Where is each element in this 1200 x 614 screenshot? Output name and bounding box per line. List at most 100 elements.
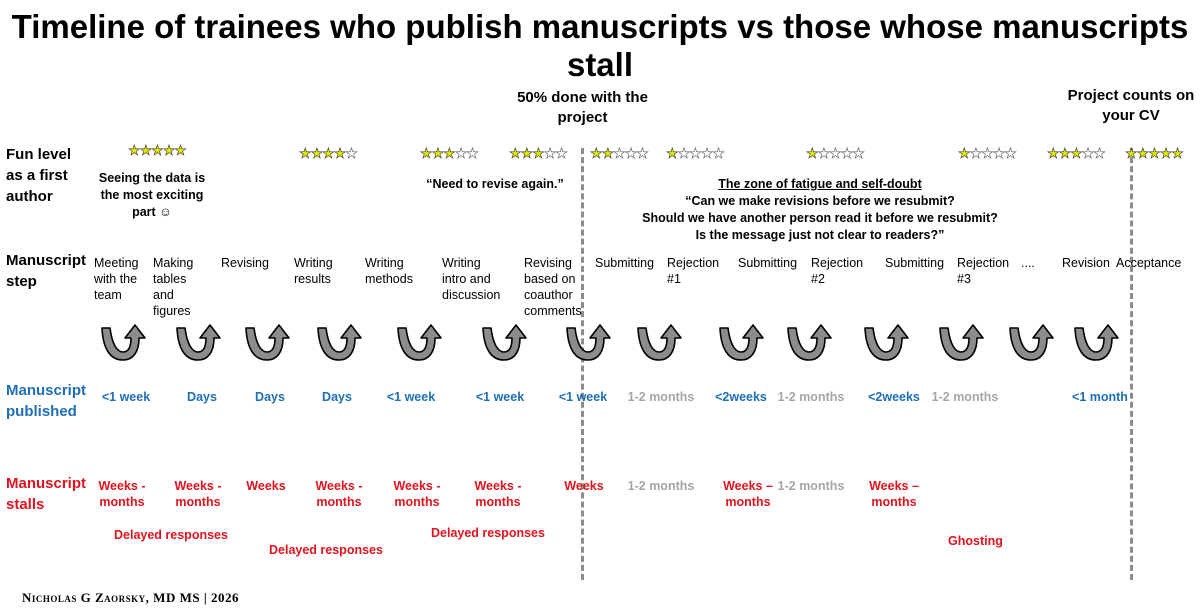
published-time: <2weeks (868, 390, 920, 404)
curved-arrow-icon (241, 322, 297, 364)
empty-star-icon: ★ (689, 145, 702, 162)
filled-star-icon: ★ (174, 142, 187, 159)
filled-star-icon: ★ (1058, 145, 1071, 162)
published-time: Days (322, 390, 352, 404)
filled-star-icon: ★ (601, 145, 614, 162)
curved-arrow-icon (478, 322, 534, 364)
empty-star-icon: ★ (992, 145, 1005, 162)
row-label-published: Manuscript published (6, 382, 87, 420)
published-time: Days (255, 390, 285, 404)
zone-note: The zone of fatigue and self-doubt “Can … (610, 176, 1030, 244)
step-label: Revising based on coauthor comments (524, 256, 582, 318)
step-label: Revising (221, 256, 269, 270)
curved-arrow-icon (633, 322, 689, 364)
fun-rating: ★★★★★ (128, 142, 187, 159)
empty-star-icon: ★ (840, 145, 853, 162)
stall-reason: Ghosting (948, 534, 1003, 548)
step-label: Writing results (294, 256, 333, 286)
filled-star-icon: ★ (431, 145, 444, 162)
step-label: Revision (1062, 256, 1110, 270)
fun-rating: ★★★★★ (1047, 145, 1106, 162)
note-exciting: Seeing the data is the most exciting par… (98, 171, 206, 219)
empty-star-icon: ★ (1004, 145, 1017, 162)
step-label: Submitting (595, 256, 655, 270)
filled-star-icon: ★ (128, 142, 141, 159)
stall-time: Weeks – months (869, 479, 919, 509)
step-label: Writing intro and discussion (442, 256, 501, 302)
empty-star-icon: ★ (1093, 145, 1106, 162)
published-time: <1 month (1072, 390, 1128, 404)
zone-line: “Can we make revisions before we resubmi… (685, 194, 955, 208)
empty-star-icon: ★ (712, 145, 725, 162)
published-time: 1-2 months (777, 390, 845, 404)
empty-star-icon: ★ (454, 145, 467, 162)
stall-time: Weeks - months (393, 479, 441, 509)
step-label: Submitting (738, 256, 798, 270)
empty-star-icon: ★ (981, 145, 994, 162)
filled-star-icon: ★ (1159, 145, 1172, 162)
note-revise-again: “Need to revise again.” (426, 177, 564, 191)
stall-time: Weeks - months (315, 479, 363, 509)
milestone-halfway: 50% done with the project (517, 89, 648, 126)
published-time: <2weeks (715, 390, 767, 404)
filled-star-icon: ★ (1148, 145, 1161, 162)
curved-arrow-icon (97, 322, 153, 364)
step-label: .... (1021, 256, 1035, 270)
curved-arrow-icon (1005, 322, 1061, 364)
curved-arrow-icon (562, 322, 618, 364)
filled-star-icon: ★ (333, 145, 346, 162)
filled-star-icon: ★ (806, 145, 819, 162)
empty-star-icon: ★ (636, 145, 649, 162)
filled-star-icon: ★ (322, 145, 335, 162)
filled-star-icon: ★ (139, 142, 152, 159)
filled-star-icon: ★ (1171, 145, 1184, 162)
empty-star-icon: ★ (613, 145, 626, 162)
filled-star-icon: ★ (151, 142, 164, 159)
filled-star-icon: ★ (420, 145, 433, 162)
empty-star-icon: ★ (852, 145, 865, 162)
filled-star-icon: ★ (1070, 145, 1083, 162)
stall-time: Weeks - months (174, 479, 222, 509)
zone-title: The zone of fatigue and self-doubt (718, 177, 922, 191)
fun-rating: ★★★★★ (299, 145, 358, 162)
fun-rating: ★★★★★ (590, 145, 649, 162)
empty-star-icon: ★ (543, 145, 556, 162)
step-label: Rejection #3 (957, 256, 1010, 286)
zone-line: Should we have another person read it be… (642, 211, 998, 225)
milestone-cv: Project counts on your CV (1067, 87, 1195, 124)
curved-arrow-icon (935, 322, 991, 364)
stall-time: 1-2 months (627, 479, 695, 493)
filled-star-icon: ★ (590, 145, 603, 162)
published-time: Days (187, 390, 217, 404)
stall-time: Weeks (564, 479, 604, 493)
fun-rating: ★★★★★ (420, 145, 479, 162)
fun-rating: ★★★★★ (666, 145, 725, 162)
filled-star-icon: ★ (520, 145, 533, 162)
published-time: <1 week (558, 390, 608, 404)
curved-arrow-icon (393, 322, 449, 364)
published-time: 1-2 months (931, 390, 999, 404)
stall-time: Weeks - months (98, 479, 146, 509)
curved-arrow-icon (1070, 322, 1126, 364)
row-label-step: Manuscript step (6, 252, 87, 290)
filled-star-icon: ★ (1136, 145, 1149, 162)
empty-star-icon: ★ (345, 145, 358, 162)
published-time: <1 week (101, 390, 151, 404)
stall-time: Weeks – months (723, 479, 773, 509)
stall-time: 1-2 months (777, 479, 845, 493)
stall-reason: Delayed responses (431, 526, 545, 540)
empty-star-icon: ★ (624, 145, 637, 162)
empty-star-icon: ★ (969, 145, 982, 162)
fun-rating: ★★★★★ (509, 145, 568, 162)
empty-star-icon: ★ (555, 145, 568, 162)
curved-arrow-icon (313, 322, 369, 364)
empty-star-icon: ★ (677, 145, 690, 162)
diagram-title: Timeline of trainees who publish manuscr… (11, 8, 1189, 83)
step-label: Submitting (885, 256, 945, 270)
step-label: Writing methods (365, 256, 413, 286)
curved-arrow-icon (783, 322, 839, 364)
step-label: Rejection #2 (811, 256, 864, 286)
empty-star-icon: ★ (1081, 145, 1094, 162)
filled-star-icon: ★ (299, 145, 312, 162)
curved-arrow-icon (172, 322, 228, 364)
